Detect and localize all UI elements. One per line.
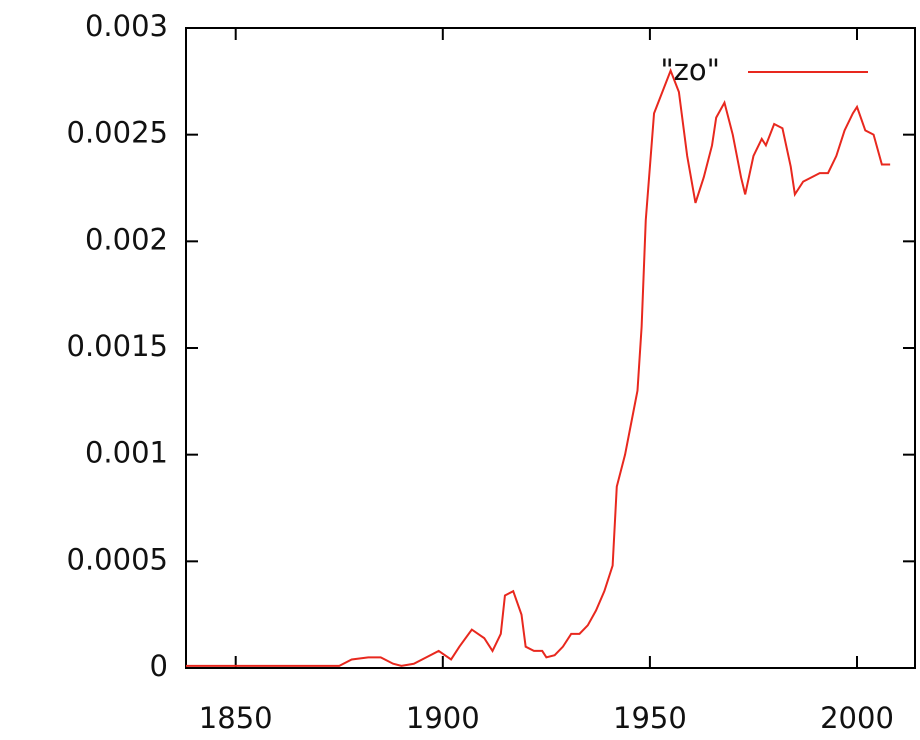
y-tick-label: 0.0025: [67, 116, 168, 150]
y-tick-label: 0: [150, 649, 168, 683]
y-tick-label: 0.001: [85, 436, 168, 470]
x-tick-label: 1950: [613, 701, 687, 735]
plot-frame: [185, 27, 916, 669]
x-tick-label: 2000: [820, 701, 894, 735]
x-tick-label: 1850: [199, 701, 273, 735]
legend-label: "zo": [660, 53, 720, 87]
y-tick-label: 0.002: [85, 222, 168, 256]
y-tick-label: 0.0015: [67, 329, 168, 363]
x-tick-label: 1900: [406, 701, 480, 735]
y-tick-label: 0.0005: [67, 542, 168, 576]
y-tick-label: 0.003: [85, 9, 168, 43]
data-line: [186, 67, 891, 667]
